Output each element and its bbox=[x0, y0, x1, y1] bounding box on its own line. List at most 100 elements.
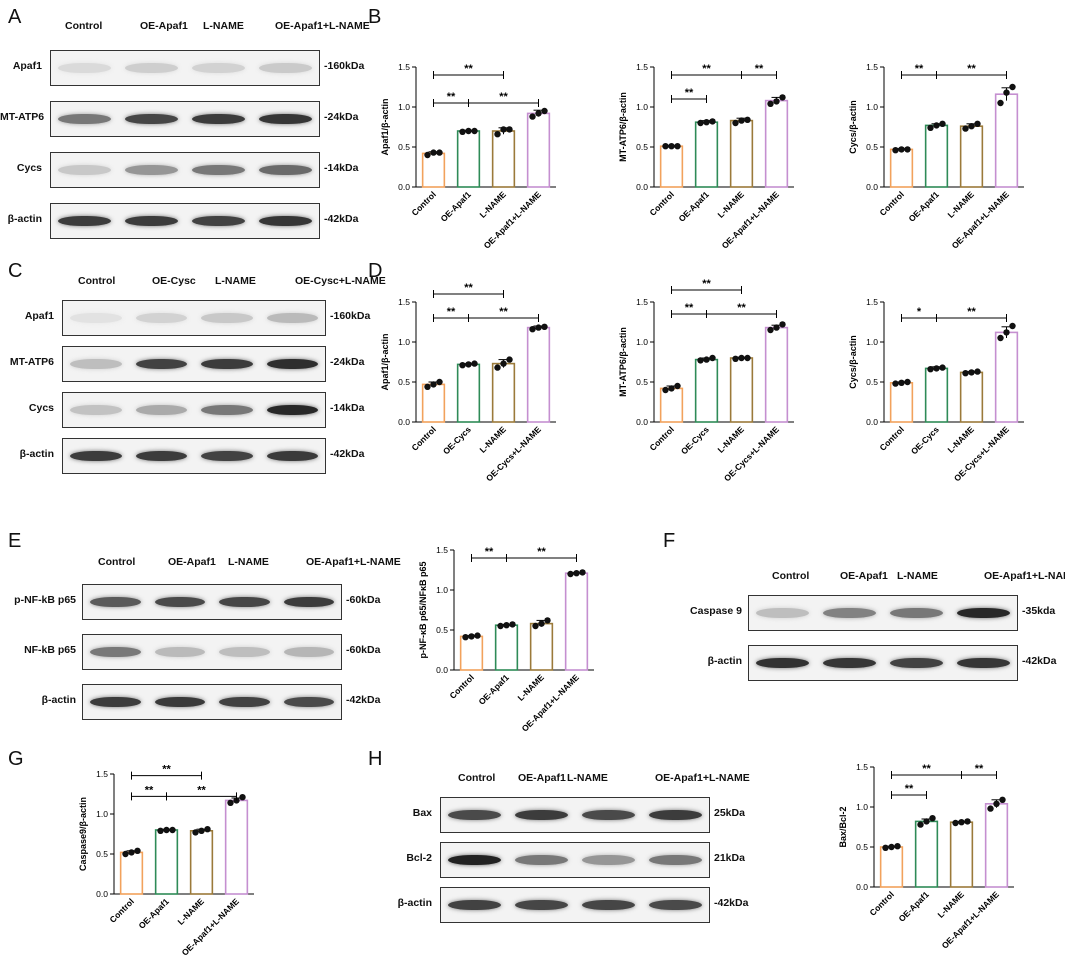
protein-band bbox=[649, 900, 702, 910]
molecular-weight-label: -42kDa bbox=[714, 897, 749, 909]
bar bbox=[764, 99, 789, 188]
significance-label: ** bbox=[685, 87, 694, 99]
protein-band bbox=[515, 810, 568, 820]
data-point bbox=[424, 151, 431, 159]
data-point bbox=[987, 805, 994, 812]
protein-band bbox=[283, 647, 334, 657]
data-point bbox=[1009, 83, 1016, 91]
protein-band bbox=[582, 810, 635, 820]
protein-band bbox=[448, 855, 501, 865]
data-point bbox=[744, 354, 751, 362]
protein-label: β-actin bbox=[41, 694, 76, 706]
y-tick-label: 0.5 bbox=[636, 377, 648, 387]
data-point bbox=[923, 818, 930, 825]
data-point bbox=[904, 146, 911, 153]
bar bbox=[224, 799, 249, 895]
protein-band bbox=[90, 697, 141, 707]
western-blot-c: Control OE-Cysc L-NAME OE-Cysc+L-NAME Apaf1 -… bbox=[0, 0, 386, 474]
protein-label: Cycs bbox=[16, 162, 42, 174]
data-point bbox=[506, 126, 513, 133]
data-point bbox=[898, 146, 905, 153]
protein-band bbox=[219, 647, 270, 657]
y-tick-label: 1.5 bbox=[398, 62, 410, 72]
data-point bbox=[697, 119, 704, 127]
protein-label: β-actin bbox=[19, 448, 54, 460]
protein-label: Caspase 9 bbox=[690, 605, 742, 617]
panel-letter-h: H bbox=[368, 748, 383, 770]
x-tick-label: OE-Apaf1 bbox=[136, 896, 171, 931]
data-point bbox=[1003, 89, 1010, 96]
x-tick-label: L-NAME bbox=[945, 189, 976, 220]
data-point bbox=[227, 799, 234, 806]
data-point bbox=[964, 818, 971, 825]
data-point bbox=[709, 118, 716, 125]
data-point bbox=[892, 380, 899, 387]
panel-letter-g: G bbox=[8, 748, 24, 770]
bar bbox=[949, 821, 974, 888]
protein-label: Bcl-2 bbox=[406, 852, 432, 864]
x-tick-label: Control bbox=[877, 189, 905, 217]
bar bbox=[529, 622, 554, 671]
blot-strip bbox=[82, 634, 342, 670]
y-tick-label: 0.0 bbox=[636, 182, 648, 192]
y-tick-label: 0.0 bbox=[866, 417, 878, 427]
y-tick-label: 0.0 bbox=[398, 417, 410, 427]
data-point bbox=[974, 120, 981, 128]
protein-band bbox=[70, 405, 122, 415]
bar bbox=[729, 119, 754, 188]
bar bbox=[659, 145, 684, 188]
significance-label: ** bbox=[922, 763, 931, 775]
bar bbox=[421, 152, 446, 188]
protein-band bbox=[125, 165, 178, 175]
bar bbox=[189, 830, 214, 895]
data-point bbox=[430, 149, 437, 156]
y-tick-label: 1.0 bbox=[856, 802, 868, 812]
protein-band bbox=[192, 114, 245, 124]
data-point bbox=[997, 334, 1004, 342]
data-point bbox=[430, 381, 437, 388]
protein-band bbox=[582, 855, 635, 865]
data-point bbox=[744, 116, 751, 123]
data-point bbox=[767, 326, 774, 334]
data-point bbox=[898, 379, 905, 386]
protein-label: MT-ATP6 bbox=[0, 111, 45, 123]
data-point bbox=[541, 323, 548, 330]
y-tick-label: 1.5 bbox=[856, 762, 868, 772]
protein-label: p-NF-kB p65 bbox=[14, 594, 76, 606]
data-point bbox=[927, 124, 934, 131]
y-tick-label: 0.5 bbox=[398, 142, 410, 152]
bar bbox=[154, 829, 179, 895]
data-point bbox=[494, 364, 501, 371]
bar bbox=[526, 326, 551, 423]
data-point bbox=[773, 98, 780, 105]
x-tick-label: Control bbox=[877, 424, 905, 452]
y-axis-label: Cycs/β-actin bbox=[848, 335, 858, 389]
data-point bbox=[134, 847, 141, 854]
data-point bbox=[962, 370, 969, 377]
y-tick-label: 1.5 bbox=[866, 297, 878, 307]
y-tick-label: 1.5 bbox=[866, 62, 878, 72]
protein-band bbox=[259, 63, 312, 73]
x-tick-label: OE-Cycs bbox=[679, 424, 711, 456]
protein-band bbox=[135, 359, 187, 369]
data-point bbox=[927, 366, 934, 373]
x-tick-label: L-NAME bbox=[715, 424, 746, 455]
protein-band bbox=[649, 810, 702, 820]
molecular-weight-label: -60kDa bbox=[346, 594, 381, 606]
bar bbox=[456, 363, 481, 423]
y-tick-label: 0.5 bbox=[866, 377, 878, 387]
data-point bbox=[974, 368, 981, 375]
data-point bbox=[993, 800, 1000, 807]
chart-d2: 0.0 0.5 1.0 1.5 MT-ATP6/β-actin Control OE-Cyc… bbox=[618, 278, 794, 483]
chart-d3: 0.0 0.5 1.0 1.5 Cycs/β-actin Control OE-Cycs L-… bbox=[848, 297, 1024, 483]
data-point bbox=[509, 621, 516, 628]
lane-label: L-NAME bbox=[897, 570, 938, 582]
data-point bbox=[128, 849, 135, 856]
protein-band bbox=[192, 216, 245, 226]
data-point bbox=[157, 827, 164, 834]
protein-band bbox=[125, 216, 178, 226]
y-tick-label: 0.0 bbox=[436, 665, 448, 675]
protein-band bbox=[90, 647, 141, 657]
protein-band bbox=[266, 313, 318, 323]
protein-label: MT-ATP6 bbox=[9, 356, 54, 368]
